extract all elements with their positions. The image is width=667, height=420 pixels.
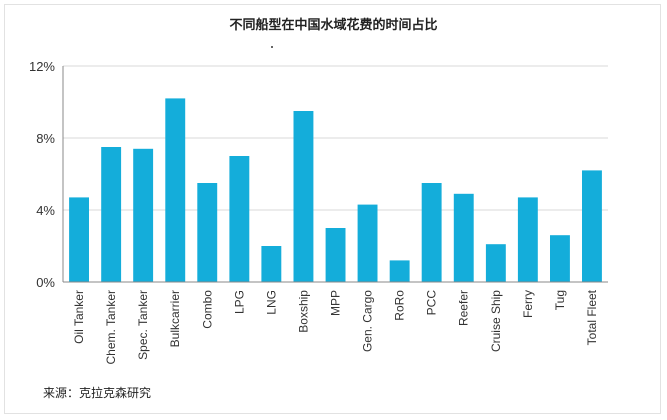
- bar-tug: [550, 235, 570, 282]
- bar-bulkcarrier: [165, 98, 186, 283]
- x-tick-label: Total Fleet: [585, 289, 599, 345]
- x-tick-label: Cruise Ship: [489, 290, 503, 352]
- y-tick-label: 0%: [36, 275, 55, 290]
- x-tick-label: LPG: [232, 290, 246, 314]
- x-tick-label: Chem. Tanker: [104, 290, 118, 364]
- x-tick-label: Ferry: [521, 290, 535, 318]
- bar-boxship: [293, 111, 314, 282]
- x-tick-label: LNG: [264, 290, 278, 315]
- bar-pcc: [421, 183, 442, 282]
- y-tick-labels: 0% 4% 8% 12%: [29, 59, 55, 290]
- x-tick-label: Boxship: [296, 290, 310, 333]
- bar-lpg: [229, 156, 250, 282]
- x-tick-label: Bulkcarrier: [168, 290, 182, 347]
- x-tick-label: Combo: [200, 290, 214, 329]
- bar-lng: [261, 246, 282, 282]
- bar-gen-cargo: [357, 204, 378, 282]
- source-note: 来源：克拉克森研究: [43, 386, 152, 400]
- bar-total-fleet: [582, 170, 602, 282]
- x-tick-label: RoRo: [393, 290, 407, 321]
- decorative-dot: [271, 46, 273, 48]
- x-tick-label: Tug: [553, 290, 567, 310]
- chart-border: [4, 4, 661, 414]
- bar-ferry: [517, 197, 538, 282]
- bar-mpp: [325, 228, 346, 282]
- x-tick-labels: Oil Tanker Chem. Tanker Spec. Tanker Bulkca…: [72, 289, 599, 364]
- bar-combo: [197, 183, 218, 282]
- x-tick-label: MPP: [329, 290, 343, 316]
- axes: [62, 66, 608, 283]
- x-tick-label: PCC: [425, 290, 439, 316]
- gridlines: [63, 65, 608, 211]
- chart-title: 不同船型在中国水域花费的时间占比: [229, 18, 438, 33]
- x-tick-label: Reefer: [457, 290, 471, 326]
- y-tick-label: 8%: [36, 131, 55, 146]
- bar-oil-tanker: [69, 197, 89, 282]
- x-tick-label: Spec. Tanker: [136, 290, 150, 360]
- bars: [69, 98, 602, 283]
- x-tick-label: Gen. Cargo: [361, 290, 375, 352]
- bar-chem-tanker: [101, 147, 122, 282]
- y-tick-label: 12%: [29, 59, 55, 74]
- x-tick-label: Oil Tanker: [72, 290, 86, 344]
- y-tick-label: 4%: [36, 203, 55, 218]
- bar-roro: [389, 260, 410, 282]
- bar-reefer: [453, 193, 474, 282]
- bar-cruise-ship: [485, 244, 506, 282]
- bar-spec-tanker: [133, 148, 154, 282]
